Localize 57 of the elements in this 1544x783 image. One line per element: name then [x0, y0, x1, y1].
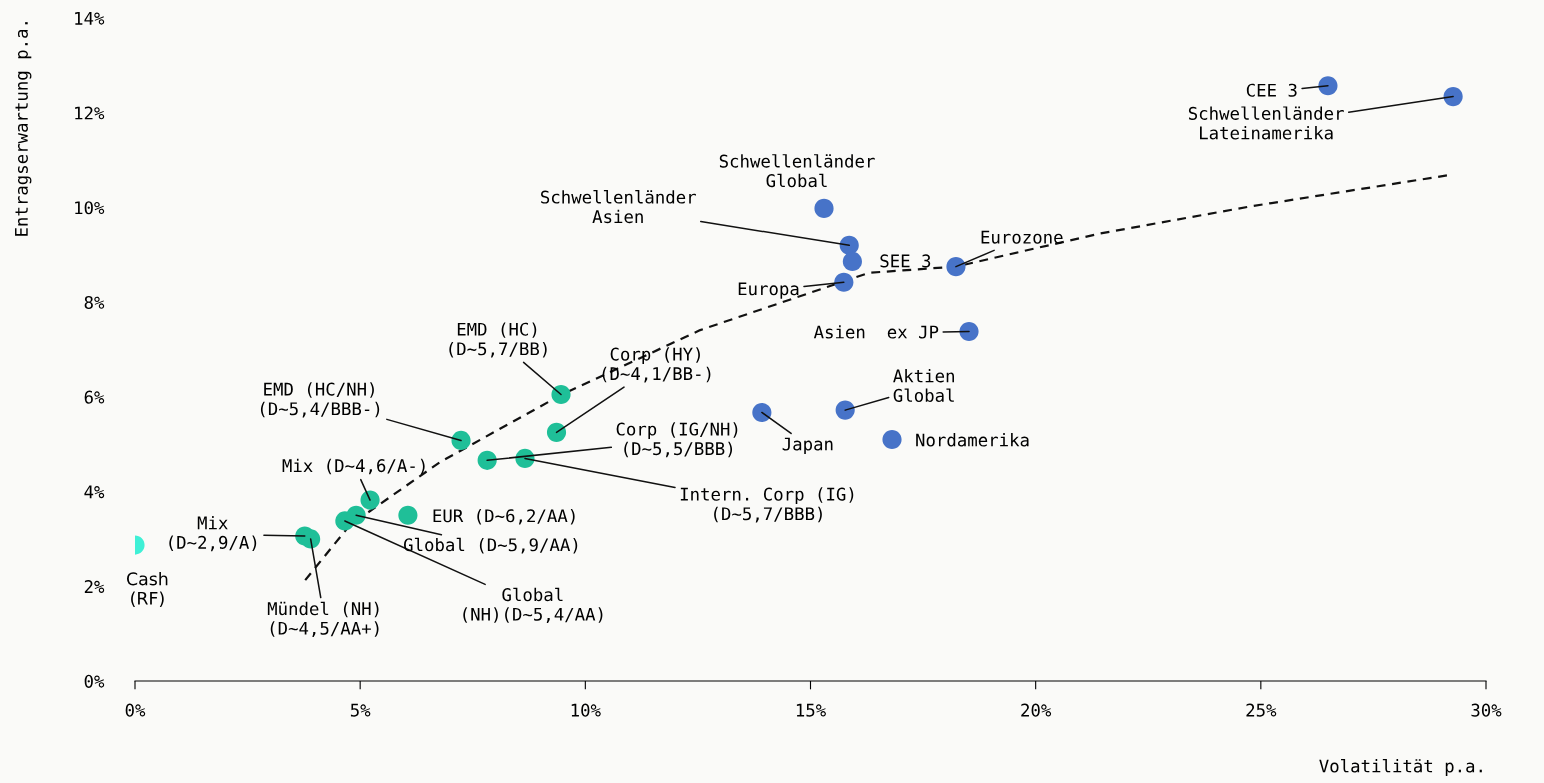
annotation: SEE 3 [880, 254, 931, 268]
annotation: Mix (D~2,9/A) [169, 515, 257, 552]
point [398, 505, 418, 525]
x-tick-label: 5% [350, 703, 371, 717]
point [946, 257, 966, 277]
annotation: Aktien Global [893, 368, 954, 402]
y-tick-label: 8% [84, 295, 105, 310]
annotation: EUR (D~6,2/AA) [433, 508, 575, 525]
annotation: Global (NH)(D~5,4/AA) [463, 587, 603, 623]
y-tick-label: 0% [84, 674, 105, 688]
annotation: Intern. Corp (IG) (D~5,7/BBB) [680, 487, 854, 523]
y-axis-title: Entragserwartung p.a. [15, 22, 32, 236]
point [842, 251, 862, 271]
y-tick-label: 14% [75, 11, 105, 25]
point [360, 490, 380, 510]
point [346, 505, 366, 525]
annotation: Nordamerika [916, 433, 1029, 447]
y-tick-label: 10% [75, 201, 105, 215]
annotation: Schwellenländer Asien [541, 190, 696, 224]
point [1443, 87, 1463, 107]
y-tick-label: 2% [84, 580, 105, 593]
point [1318, 76, 1338, 96]
point [477, 450, 497, 470]
x-tick-label: 30% [1471, 703, 1502, 717]
annotation: EMD (HC/NH) (D~5,4/BBB-) [260, 382, 380, 418]
point [834, 272, 854, 292]
annotation: EMD (HC) (D~5,7/BB) [449, 322, 547, 358]
point [546, 422, 567, 442]
y-tick-label: 6% [84, 390, 105, 404]
annotation: Eurozone [981, 230, 1063, 244]
x-tick-label: 10% [571, 703, 601, 717]
annotation: CEE 3 [1246, 83, 1297, 97]
point [814, 198, 834, 218]
annotation: Global (D~5,9/AA) [403, 537, 578, 554]
y-tick-label: 12% [75, 106, 105, 120]
point [959, 321, 979, 342]
x-axis-title: Volatilität p.a. [1319, 759, 1482, 776]
y-tick-label: 4% [84, 485, 105, 499]
annotation: Schwellenländer Global [719, 154, 875, 188]
x-tick-label: 15% [796, 703, 826, 717]
annotation: Mündel (NH) (D~4,5/AA+) [267, 601, 379, 637]
annotation: Cash (RF) [126, 571, 168, 607]
annotation: Corp (IG/NH) (D~5,5/BBB) [616, 422, 738, 458]
point [451, 430, 471, 450]
annotation: Europa [738, 282, 799, 299]
annotation: Japan [782, 437, 833, 454]
point [752, 402, 772, 423]
annotation: Corp (HY) (D~4,1/BB-) [602, 347, 711, 383]
point [551, 384, 571, 405]
annotation: Mix (D~4,6/A-) [282, 458, 425, 475]
annotation: Schwellenländer Lateinamerika [1188, 106, 1344, 140]
point [882, 429, 902, 450]
point [835, 400, 855, 420]
annotation: Asien ex JP [813, 325, 939, 339]
x-tick-label: 20% [1021, 703, 1052, 717]
x-tick-label: 25% [1246, 703, 1277, 717]
x-tick-label: 0% [125, 703, 146, 717]
